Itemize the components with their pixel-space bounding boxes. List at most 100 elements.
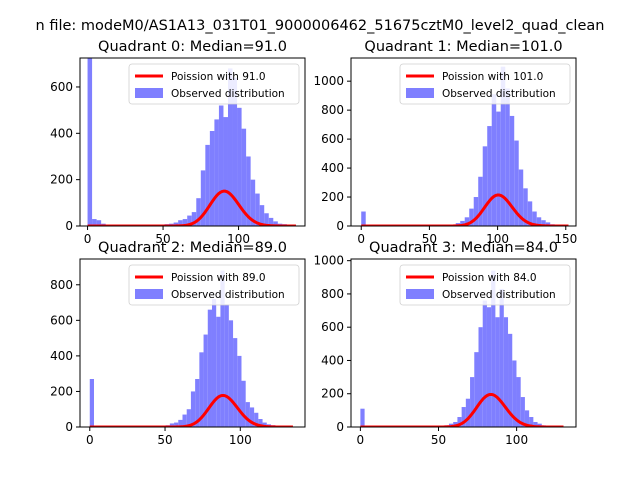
y-tick-label: 400	[50, 126, 73, 140]
histogram-bar	[258, 419, 263, 427]
histogram-bar	[211, 299, 217, 427]
legend-patch-swatch	[406, 289, 434, 299]
x-tick-label: 0	[357, 433, 365, 447]
histogram-bar	[474, 352, 479, 427]
histogram-bar	[174, 422, 179, 427]
y-tick-label: 800	[321, 287, 344, 301]
histogram-bar	[224, 304, 229, 427]
legend-entry-observed: Observed distribution	[171, 289, 285, 301]
quadrant-title: Quadrant 3: Median=84.0	[369, 240, 558, 256]
histogram-bar	[508, 333, 513, 427]
figure-suptitle: n file: modeM0/AS1A13_031T01_9000006462_…	[36, 18, 605, 34]
x-tick-label: 150	[554, 232, 577, 246]
histogram-bar	[495, 317, 500, 427]
histogram-bar	[361, 211, 366, 226]
histogram-bar	[233, 338, 238, 427]
histogram-bar	[503, 317, 509, 427]
legend-entry-poisson: Poission with 101.0	[442, 71, 543, 83]
y-tick-label: 400	[321, 353, 344, 367]
histogram-bar	[470, 377, 475, 427]
histogram-bar	[232, 77, 238, 226]
histogram-bar	[460, 220, 465, 226]
histogram-bar	[264, 213, 269, 226]
histogram-bar	[245, 402, 250, 427]
histogram-bar	[203, 334, 208, 427]
histogram-bar	[89, 379, 94, 427]
histogram	[360, 270, 555, 427]
y-tick-label: 200	[50, 384, 73, 398]
x-tick-label: 100	[229, 433, 252, 447]
histogram-bar	[520, 397, 525, 427]
histogram-bar	[218, 105, 224, 226]
histogram-bar	[187, 215, 192, 226]
x-tick-label: 100	[486, 232, 509, 246]
histogram-bar	[246, 156, 251, 226]
x-tick-label: 50	[422, 232, 437, 246]
histogram-bar	[461, 407, 466, 427]
histogram-bar	[199, 352, 204, 427]
histogram-bar	[482, 300, 487, 427]
y-tick-label: 400	[50, 349, 73, 363]
histogram-bar	[505, 88, 510, 226]
histogram-bar	[500, 66, 506, 226]
histogram-bar	[268, 217, 274, 226]
y-tick-label: 0	[65, 420, 73, 434]
histogram-bar	[532, 211, 537, 226]
histogram-bar	[209, 130, 215, 226]
histogram-bar	[524, 410, 530, 427]
legend-entry-poisson: Poission with 89.0	[171, 272, 266, 284]
histogram-bar	[273, 221, 278, 226]
histogram-bar	[216, 316, 221, 427]
x-tick-label: 0	[357, 232, 365, 246]
histogram-bar	[529, 417, 534, 427]
histogram-bar	[87, 58, 93, 226]
histogram-bar	[360, 408, 365, 427]
legend-box	[399, 264, 571, 306]
histogram-bar	[457, 417, 462, 427]
histogram-bar	[241, 380, 246, 427]
histogram-bar	[241, 128, 247, 226]
histogram-bar	[92, 219, 97, 226]
histogram-bar	[254, 412, 259, 427]
y-tick-label: 1000	[313, 74, 344, 88]
histogram-bar	[259, 205, 265, 226]
legend: Poission with 89.0 Observed distribution	[128, 264, 300, 306]
axes-frame	[350, 57, 577, 227]
y-tick-label: 1000	[313, 254, 344, 268]
histogram-bar	[512, 360, 517, 427]
histogram-bar	[190, 391, 196, 427]
x-tick-label: 50	[431, 433, 446, 447]
histogram-bar	[182, 414, 187, 427]
histogram-bar	[195, 379, 200, 427]
histogram-bar	[205, 144, 210, 226]
histogram-bar	[214, 119, 219, 226]
histogram-bar	[255, 193, 260, 226]
axes-frame	[79, 57, 306, 227]
histogram-bar	[200, 170, 206, 226]
poisson-curve	[360, 392, 564, 427]
quadrant-2-panel: 0 50 100 0 200 400 600 800 Poission with 89.0 Obs…	[50, 240, 306, 447]
histogram-bar	[536, 217, 542, 226]
histogram	[89, 270, 284, 427]
y-tick-label: 200	[50, 173, 73, 187]
histogram-bar	[178, 419, 183, 427]
x-tick-label: 50	[157, 433, 172, 447]
histogram-bar	[169, 423, 175, 427]
quadrant-title: Quadrant 1: Median=101.0	[364, 39, 562, 55]
histogram-bar	[178, 220, 183, 226]
histogram-bar	[469, 208, 474, 226]
axes-frame	[350, 258, 577, 428]
y-tick-label: 0	[65, 219, 73, 233]
quadrant-1-panel: 0 50 100 150 0 200 400 600 800 1000 Poission with …	[313, 39, 577, 246]
histogram-bar	[545, 222, 551, 226]
histogram-bar	[186, 409, 191, 427]
legend: Poission with 84.0 Observed distribution	[399, 264, 571, 306]
histogram-bar	[533, 422, 538, 427]
y-tick-label: 600	[321, 132, 344, 146]
histogram-bar	[182, 219, 188, 226]
x-tick-label: 100	[505, 433, 528, 447]
histogram-bar	[527, 201, 533, 226]
y-tick-label: 800	[50, 278, 73, 292]
histogram-bar	[523, 188, 528, 226]
